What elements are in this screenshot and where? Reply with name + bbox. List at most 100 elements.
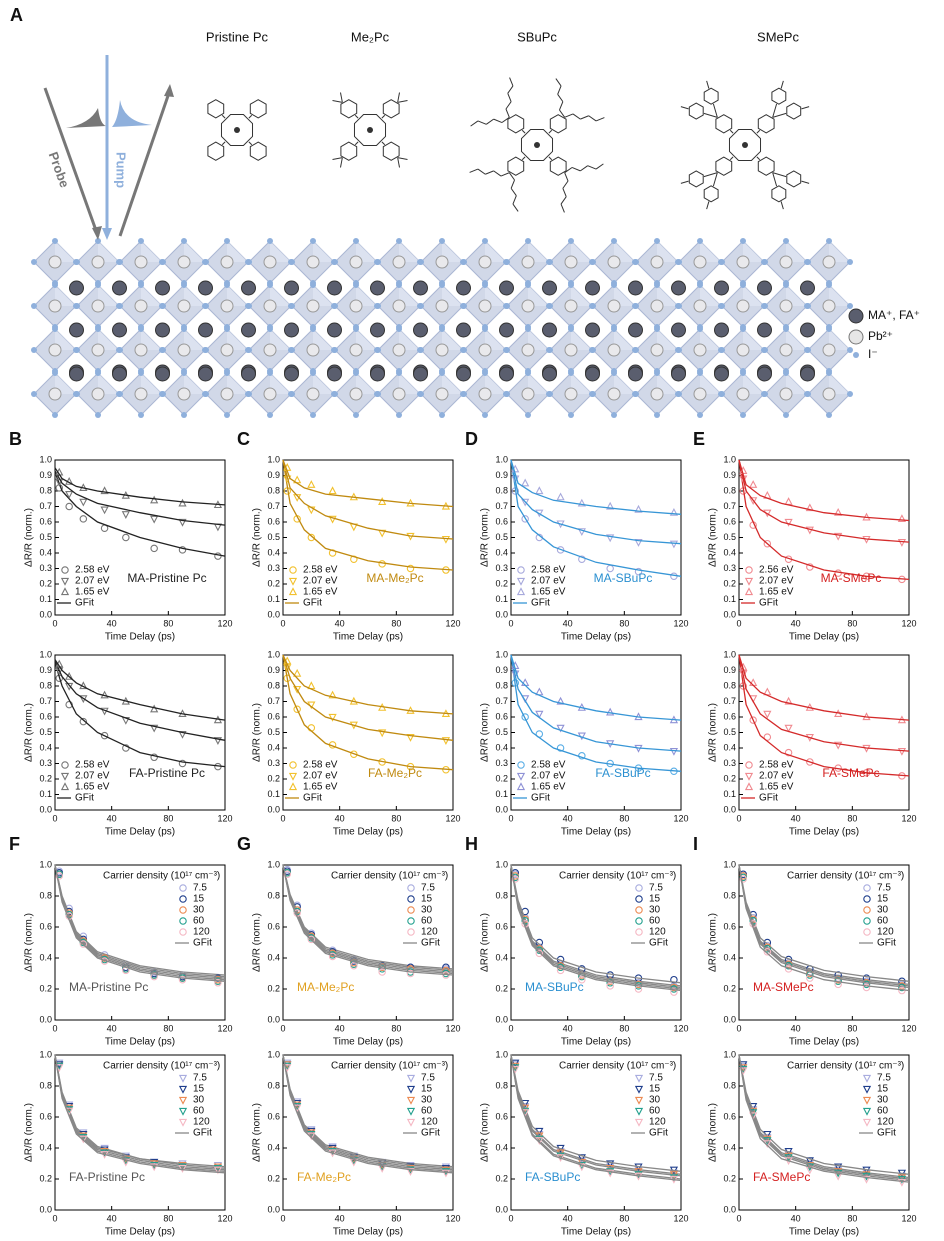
a-cation [585,322,600,338]
y-tick-label: 0.6 [267,711,280,721]
metal-center [534,142,540,148]
pb-ion [263,299,277,313]
pb-ion [478,255,492,269]
y-tick-label: 0.0 [723,1204,736,1214]
a-cation [800,280,815,296]
bond [571,167,581,172]
panel-label: F [9,834,20,854]
bond [548,129,553,134]
fit-line [510,864,682,992]
legend-marker [863,917,871,925]
octahedron-face [442,285,463,306]
a-cation [413,280,428,296]
probe-beam [118,89,172,237]
bond [470,120,479,127]
octahedron-face [184,285,205,306]
plot-frame [738,864,910,1021]
data-point [65,490,74,499]
y-tick-label: 0.8 [39,1080,52,1090]
y-tick-label: 0.0 [39,609,52,619]
x-tick-label: 80 [847,1213,857,1223]
i-ion [267,282,273,288]
i-ion [633,303,639,309]
i-ion [353,412,359,418]
legend-text: 60 [649,916,661,927]
legend-text: GFit [421,938,440,949]
pb-ion [392,255,406,269]
legend-marker [848,308,864,324]
legend-text: 7.5 [649,883,663,894]
data-point [150,724,159,733]
y-axis-label: ΔR/R (norm.) [24,703,35,762]
legend-text: 30 [649,1095,661,1106]
y-tick-label: 1.0 [723,649,736,659]
i-ion [676,347,682,353]
i-ion [504,391,510,397]
pb-ion [478,299,492,313]
y-tick-label: 0.9 [723,470,736,480]
fit-line [54,662,226,768]
legend-text: 2.07 eV [531,576,566,587]
pb-ion [177,299,191,313]
fit-line [510,864,682,984]
i-ion [95,238,101,244]
legend-title: Carrier density (10¹⁷ cm⁻³) [787,871,904,882]
octahedron-face [184,329,205,350]
y-tick-label: 0.0 [39,804,52,814]
y-tick-label: 1.0 [723,1049,736,1059]
data-point [606,707,615,716]
i-ion [826,326,832,332]
bond [557,85,562,95]
legend-text: 7.5 [193,1073,207,1084]
molecule-name: Me₂Pc [351,29,390,44]
x-tick-label: 40 [563,813,573,823]
octahedron-face [700,285,721,306]
i-ion [482,412,488,418]
i-ion [504,303,510,309]
legend-marker [634,1096,644,1105]
x-tick-label: 120 [673,618,688,628]
bond [512,203,519,212]
i-ion [740,412,746,418]
i-ion [783,370,789,376]
legend-text: 15 [649,1084,661,1095]
legend-text: GFit [531,598,550,609]
octahedron-face [743,329,764,350]
x-tick-label: 0 [52,1023,57,1033]
i-ion [181,282,187,288]
pb-ion [736,343,750,357]
legend-text: GFit [877,938,896,949]
octahedron-face [227,373,248,394]
annotation: FA-SBuPc [595,766,650,780]
data-point [784,748,793,757]
y-tick-label: 0.7 [267,696,280,706]
y-tick-label: 0.6 [39,921,52,931]
i-ion [719,303,725,309]
bond [580,115,589,120]
y-tick-label: 0.2 [39,983,52,993]
i-ion [547,391,553,397]
i-ion [826,370,832,376]
i-ion [740,370,746,376]
bond [493,170,502,177]
data-point [79,515,88,523]
octahedron-face [98,329,119,350]
a-cation [413,322,428,338]
bond [703,172,718,178]
i-ion [267,412,273,418]
octahedron-face [786,285,807,306]
y-tick-label: 0.8 [495,680,508,690]
i-ion [375,347,381,353]
bond [559,101,564,111]
plot-frame [510,864,682,1021]
i-ion [697,238,703,244]
chart-panel: C 0.0 0.1 0.2 0.3 0.4 0.5 0.6 0.7 0.8 0.9 1.0 0 40 80 1… [237,429,461,643]
y-tick-label: 0.3 [39,563,52,573]
bond [680,106,689,110]
x-tick-label: 120 [217,1213,232,1223]
y-tick-label: 0.8 [39,890,52,900]
legend-text: 30 [649,905,661,916]
data-point [749,716,757,724]
legend-text: 15 [421,1084,433,1095]
data-point [406,1168,415,1176]
